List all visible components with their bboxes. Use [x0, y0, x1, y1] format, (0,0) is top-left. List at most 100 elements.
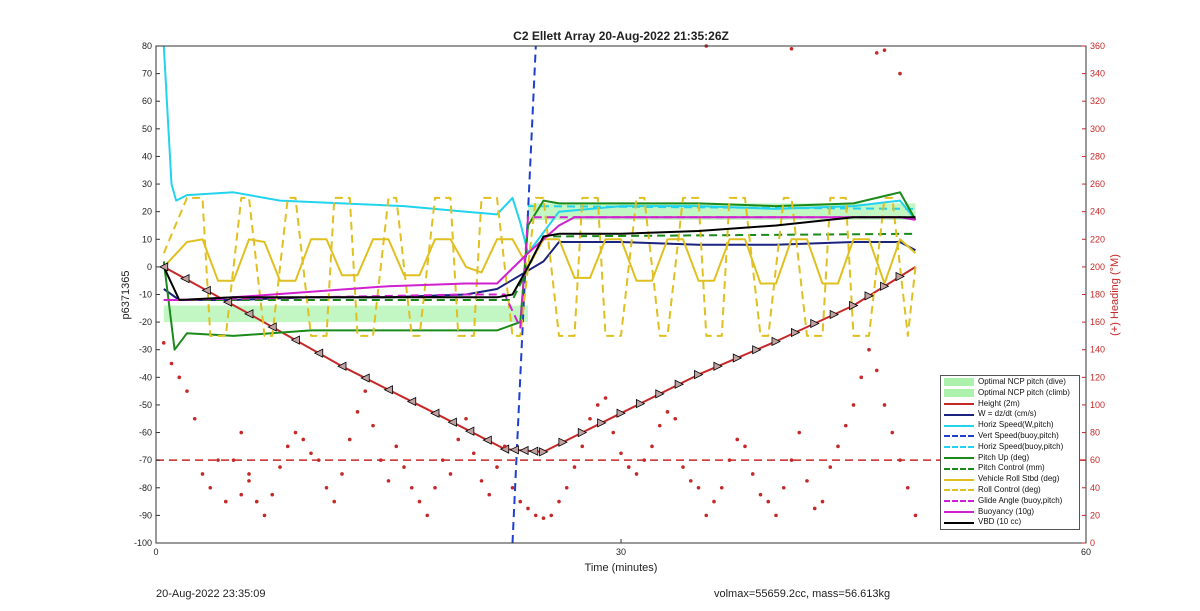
series-vbd-10-cc	[162, 216, 916, 301]
heading-point	[743, 444, 747, 449]
y-right-tick-label: 340	[1090, 69, 1105, 79]
series-buoyancy-10g	[163, 216, 916, 301]
height-marker	[290, 335, 300, 345]
heading-point	[843, 423, 848, 428]
y-right-tick-label: 280	[1090, 151, 1105, 161]
y-right-tick-label: 200	[1090, 262, 1105, 272]
legend-entry: Horiz Speed(W,pitch)	[941, 420, 1079, 431]
heading-point	[533, 513, 538, 518]
legend-label: Optimal NCP pitch (dive)	[978, 377, 1066, 386]
height-marker	[430, 408, 440, 418]
y-tick-label: 10	[142, 234, 152, 244]
band-optimal-ncp-pitch-dive	[163, 305, 528, 323]
heading-point	[580, 444, 585, 449]
y-right-tick-label: 300	[1090, 124, 1105, 134]
legend-label: Pitch Control (mm)	[978, 463, 1045, 473]
heading-point	[595, 403, 600, 407]
series-layer	[162, 45, 917, 544]
legend-entry: Horiz Speed(buoy,pitch)	[941, 442, 1079, 453]
heading-point	[572, 465, 577, 469]
y-axis-right-label: (+) Heading (°M)	[1109, 254, 1121, 336]
height-marker	[360, 373, 370, 383]
legend-label: Horiz Speed(W,pitch)	[978, 420, 1054, 430]
legend-label: W = dz/dt (cm/s)	[978, 409, 1037, 419]
heading-point	[719, 485, 724, 490]
heading-point	[309, 451, 313, 456]
heading-point	[479, 479, 484, 483]
legend-swatch	[944, 431, 974, 441]
legend-label: Vert Speed(buoy,pitch)	[978, 430, 1059, 440]
heading-point	[471, 451, 476, 456]
heading-point	[185, 389, 189, 393]
height-marker	[655, 389, 665, 399]
height-marker	[616, 408, 626, 418]
heading-point	[905, 485, 910, 490]
y-right-tick-label: 160	[1090, 317, 1105, 327]
height-marker	[849, 300, 859, 311]
heading-point	[867, 347, 871, 352]
heading-point	[502, 444, 507, 449]
height-marker	[244, 309, 254, 319]
legend-label: Pitch Up (deg)	[978, 452, 1030, 462]
legend-label: Height (2m)	[978, 398, 1020, 408]
heading-point	[657, 423, 662, 428]
heading-point	[588, 416, 592, 421]
heading-point	[898, 71, 902, 76]
y-right-tick-label: 140	[1090, 345, 1105, 355]
legend-label: Horiz Speed(buoy,pitch)	[978, 441, 1064, 451]
x-axis-label: Time (minutes)	[585, 562, 658, 574]
heading-point	[192, 416, 197, 421]
heading-point	[378, 458, 383, 462]
heading-point	[913, 513, 918, 518]
heading-point	[781, 485, 786, 490]
heading-point	[386, 479, 391, 483]
legend-swatch	[944, 507, 974, 517]
markers-layer	[158, 262, 905, 457]
x-tick-label: 0	[153, 547, 158, 557]
y-right-tick-label: 360	[1090, 41, 1105, 51]
heading-point	[820, 499, 825, 504]
x-ticks: 0 30 60	[153, 539, 1091, 557]
heading-point	[836, 444, 840, 449]
height-marker	[810, 318, 820, 329]
heading-point	[371, 423, 375, 428]
height-marker	[482, 435, 492, 445]
y-right-tick-label: 60	[1090, 455, 1100, 465]
heading-point	[859, 375, 864, 380]
heading-point	[828, 465, 833, 469]
y-right-tick-label: 40	[1090, 483, 1100, 493]
heading-point	[464, 416, 468, 421]
heading-point	[340, 472, 344, 476]
legend-swatch	[944, 464, 974, 474]
heading-point	[316, 458, 321, 462]
height-marker	[829, 309, 840, 320]
height-marker	[713, 361, 723, 371]
y-right-tick-label: 260	[1090, 179, 1105, 189]
legend-entry: Glide Angle (buoy,pitch)	[941, 496, 1079, 507]
heading-point	[665, 410, 670, 414]
heading-point	[766, 499, 771, 504]
y-ticks-right: 3603403203002802602402202001801601401201…	[1082, 41, 1105, 548]
heading-point	[696, 485, 701, 490]
height-marker	[635, 398, 646, 409]
heading-point	[278, 465, 282, 469]
heading-point	[417, 499, 422, 504]
y-tick-label: -70	[139, 455, 152, 465]
y-tick-label: 50	[142, 124, 152, 134]
height-marker	[528, 446, 539, 456]
legend-swatch	[944, 518, 974, 528]
chart-title: C2 Ellett Array 20-Aug-2022 21:35:26Z	[513, 29, 729, 43]
heading-point	[394, 444, 399, 449]
y-ticks: 80 70 60 50 40 30 20 10 0 -10 -20 -30 -40 -50 -60 -70 -8…	[134, 41, 160, 548]
heading-point	[564, 485, 569, 490]
heading-point	[177, 375, 182, 380]
heading-point	[882, 403, 887, 407]
heading-point	[200, 472, 205, 476]
heading-point	[626, 465, 631, 469]
heading-point	[285, 444, 290, 449]
legend-entry: Vert Speed(buoy,pitch)	[941, 431, 1079, 442]
legend-entry: Vehicle Roll Stbd (deg)	[941, 474, 1079, 485]
heading-point	[347, 437, 352, 442]
heading-point	[789, 46, 794, 51]
height-marker	[267, 322, 277, 332]
